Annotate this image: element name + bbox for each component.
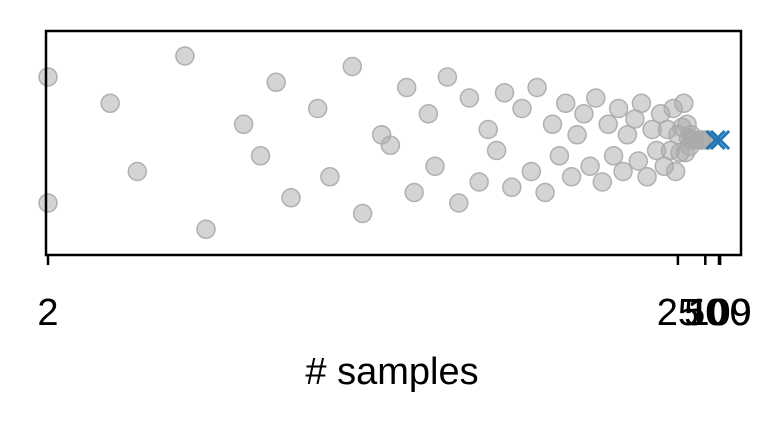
data-point <box>478 119 498 140</box>
data-point <box>425 156 445 177</box>
data-point <box>266 72 286 93</box>
data-point <box>418 104 439 124</box>
data-point <box>38 193 58 213</box>
data-point <box>196 219 216 240</box>
data-point <box>281 188 301 208</box>
data-point <box>561 167 582 187</box>
data-point <box>175 46 195 66</box>
data-point <box>307 98 328 119</box>
data-point <box>603 146 624 166</box>
data-point <box>449 193 469 213</box>
data-point <box>342 56 363 77</box>
data-point <box>617 125 638 145</box>
data-point <box>631 93 652 114</box>
data-point <box>380 135 401 156</box>
data-point <box>396 77 417 98</box>
data-point <box>549 146 570 166</box>
data-point <box>555 93 576 114</box>
data-point <box>665 161 686 182</box>
points-layer <box>38 46 731 240</box>
data-point-x-marker <box>705 129 726 151</box>
data-point <box>512 98 532 119</box>
data-point <box>586 88 606 108</box>
data-point <box>502 177 522 198</box>
data-point <box>592 172 613 192</box>
data-point <box>521 161 542 182</box>
data-point <box>567 125 587 145</box>
data-point <box>404 182 424 203</box>
data-point <box>580 156 600 177</box>
data-point <box>459 88 480 108</box>
data-point <box>628 151 649 171</box>
x-tick-label: 50 <box>684 292 726 334</box>
data-point <box>574 104 594 124</box>
data-point <box>437 67 458 87</box>
data-point <box>542 114 563 135</box>
data-point <box>598 114 618 135</box>
data-point <box>469 172 489 192</box>
data-point <box>613 161 633 182</box>
data-point <box>535 182 555 203</box>
data-point <box>608 98 629 119</box>
x-axis-label: # samples <box>305 351 478 393</box>
x-tick-label: 25 <box>657 292 699 334</box>
data-point <box>674 93 694 114</box>
data-point <box>127 161 148 182</box>
data-point <box>352 203 373 224</box>
data-point <box>494 83 515 103</box>
data-point <box>250 146 271 166</box>
x-tick-label: 100 <box>687 292 750 334</box>
data-point <box>486 140 507 161</box>
plot-frame <box>44 29 743 257</box>
data-point <box>527 77 547 98</box>
data-point <box>233 114 254 135</box>
data-point-x-marker <box>710 129 731 151</box>
data-point <box>38 67 58 87</box>
data-point <box>100 93 120 114</box>
data-point <box>320 167 340 187</box>
data-point <box>637 167 657 187</box>
x-tick-label: 2 <box>37 292 58 334</box>
x-tick-label: 109 <box>688 292 751 334</box>
